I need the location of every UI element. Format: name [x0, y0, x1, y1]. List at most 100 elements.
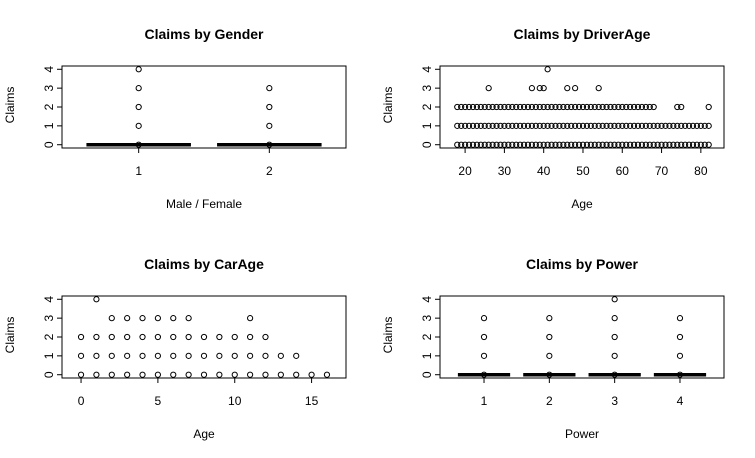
- data-point: [465, 122, 473, 129]
- plot-area: 0 1 2 3 4 1 2: [42, 65, 347, 178]
- data-point: [480, 333, 488, 341]
- data-point: [560, 103, 567, 111]
- data-point: [135, 103, 142, 111]
- data-point: [634, 141, 642, 148]
- data-point: [293, 352, 300, 359]
- data-point: [676, 371, 684, 378]
- data-point: [678, 141, 685, 148]
- x-tick-label: 3: [611, 394, 618, 408]
- data-point: [642, 122, 649, 129]
- data-point: [674, 122, 681, 129]
- data-point: [493, 122, 500, 129]
- data-point: [262, 333, 269, 341]
- data-point: [536, 122, 543, 129]
- data-point: [509, 122, 516, 129]
- x-tick-label: 60: [616, 164, 630, 178]
- data-point: [599, 141, 606, 148]
- data-point: [560, 122, 567, 129]
- data-point: [678, 122, 685, 129]
- data-point: [532, 141, 539, 148]
- data-point: [579, 122, 587, 129]
- data-point: [540, 141, 547, 148]
- data-point: [638, 122, 646, 129]
- data-point: [670, 122, 677, 129]
- panel-claims-by-driverage: Claims by DriverAge Claims Age: [381, 26, 651, 211]
- data-point: [247, 315, 254, 322]
- data-point: [634, 122, 642, 129]
- data-point: [697, 141, 704, 148]
- data-point: [458, 141, 465, 148]
- data-point: [216, 333, 223, 341]
- data-point: [454, 141, 461, 148]
- data-point: [540, 85, 547, 92]
- data-point: [587, 141, 594, 148]
- data-point: [124, 371, 131, 378]
- data-point: [548, 141, 555, 148]
- data-point: [619, 103, 626, 111]
- data-point: [630, 122, 638, 129]
- data-point: [473, 141, 480, 148]
- data-point: [501, 122, 508, 129]
- data-point: [591, 122, 598, 129]
- data-point: [546, 371, 553, 378]
- data-point: [454, 122, 461, 129]
- data-point: [615, 103, 622, 111]
- data-point: [583, 103, 591, 111]
- data-point: [611, 333, 618, 341]
- data-point: [595, 141, 602, 148]
- x-tick-label: 40: [537, 164, 551, 178]
- data-point: [544, 141, 551, 148]
- data-point: [540, 122, 547, 129]
- data-point: [579, 103, 587, 111]
- data-point: [480, 371, 488, 378]
- data-point: [676, 352, 684, 359]
- y-tick-label: 1: [420, 352, 434, 359]
- data-point: [701, 122, 708, 129]
- data-point: [139, 352, 146, 359]
- data-point: [611, 371, 618, 378]
- data-point: [520, 141, 528, 148]
- y-tick-label: 0: [420, 141, 434, 148]
- data-point: [473, 103, 480, 111]
- x-tick-label: 1: [135, 164, 142, 178]
- data-point: [93, 296, 100, 303]
- data-point: [185, 333, 192, 341]
- y-tick-label: 1: [42, 122, 56, 129]
- data-point: [124, 315, 131, 322]
- data-point: [615, 141, 622, 148]
- data-point: [693, 141, 701, 148]
- data-point: [575, 141, 583, 148]
- data-point: [564, 85, 571, 92]
- data-point: [674, 141, 681, 148]
- data-point: [497, 103, 504, 111]
- data-point: [579, 141, 587, 148]
- data-point: [552, 141, 559, 148]
- data-point: [170, 333, 177, 341]
- data-point: [77, 352, 85, 359]
- chart-title: Claims by CarAge: [144, 256, 264, 272]
- data-point: [231, 371, 238, 378]
- data-point: [323, 371, 331, 378]
- data-point: [485, 122, 492, 129]
- data-point: [544, 66, 551, 73]
- data-point: [685, 141, 693, 148]
- data-point: [477, 103, 484, 111]
- data-point: [630, 103, 638, 111]
- data-point: [536, 85, 543, 92]
- data-point: [513, 122, 520, 129]
- data-point: [469, 141, 477, 148]
- y-tick-label: 2: [420, 103, 434, 110]
- data-point: [200, 333, 208, 341]
- data-point: [646, 103, 653, 111]
- data-point: [536, 141, 543, 148]
- data-point: [505, 122, 512, 129]
- data-point: [627, 122, 634, 129]
- data-point: [560, 141, 567, 148]
- data-point: [532, 103, 539, 111]
- data-point: [619, 141, 626, 148]
- data-point: [505, 103, 512, 111]
- data-point: [548, 103, 555, 111]
- data-point: [674, 103, 681, 111]
- data-point: [489, 103, 496, 111]
